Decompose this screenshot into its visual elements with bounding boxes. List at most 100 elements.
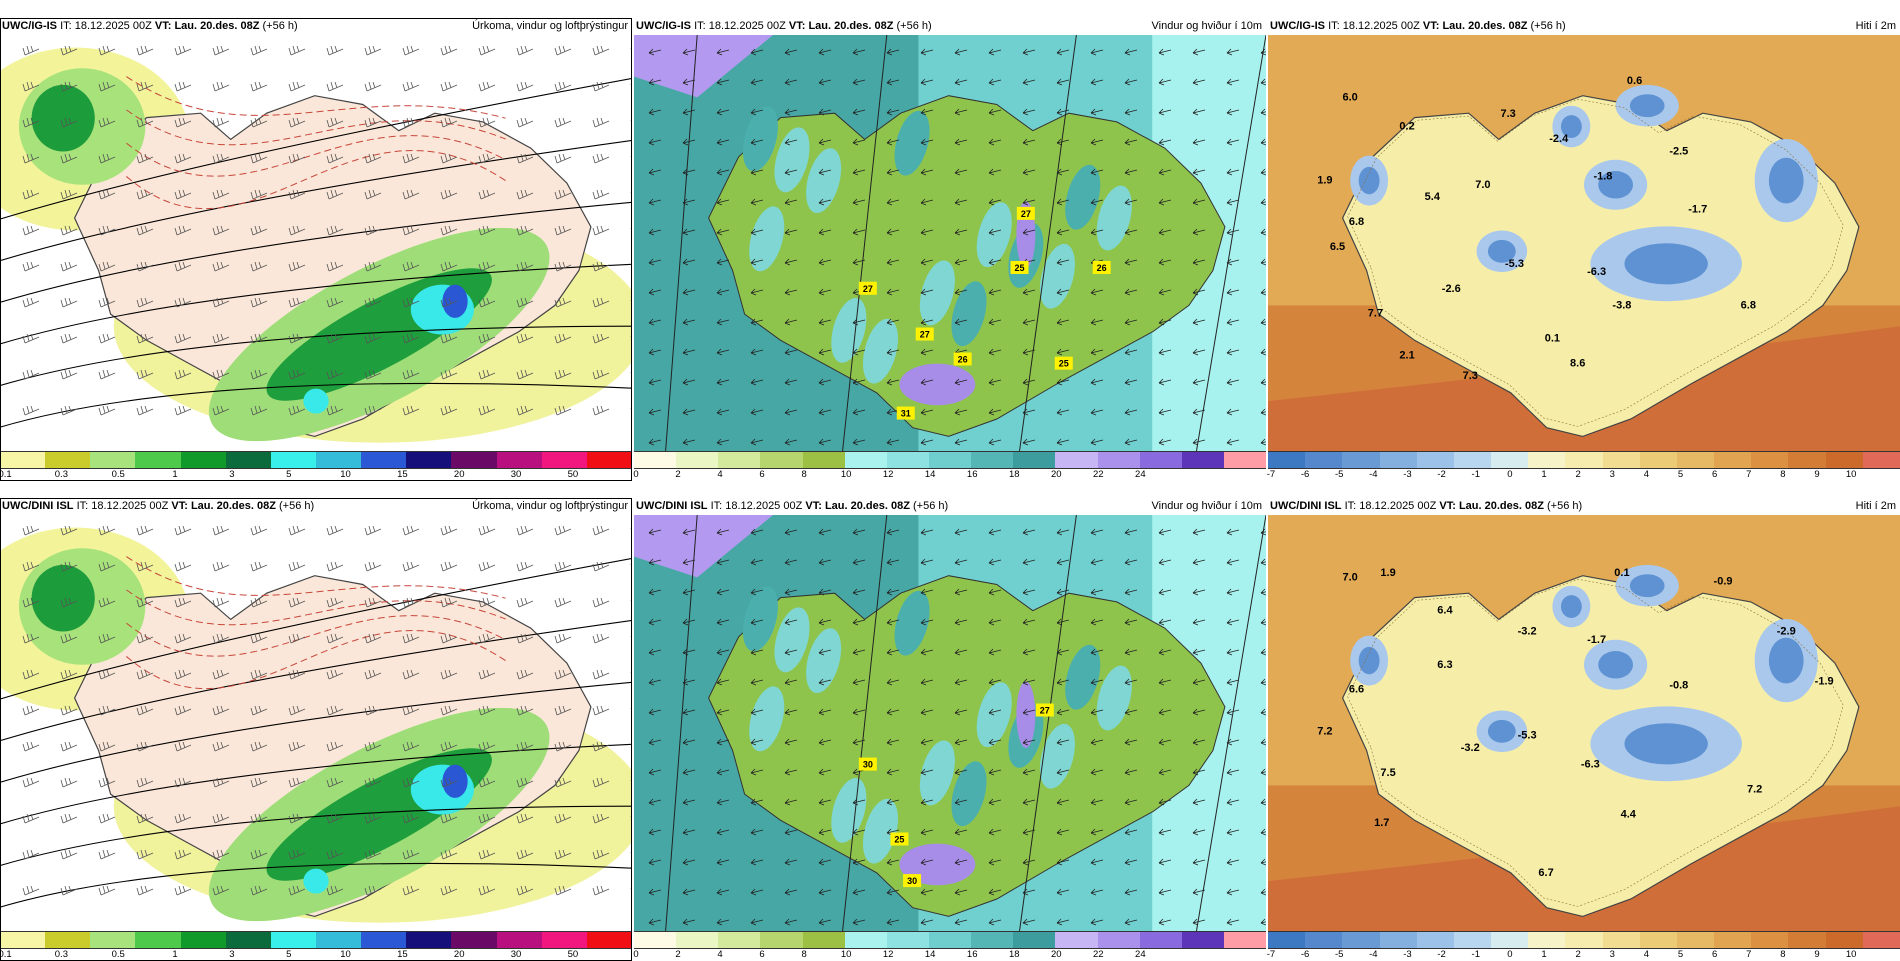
wind-arrow [1090,138,1104,146]
legend-tick-label: 9 [1814,949,1820,960]
wind-arrow [920,288,934,296]
model-name: UWC/IG-IS [1270,20,1325,32]
legend-tick-label: 4 [717,469,723,480]
wind-field [1096,185,1132,251]
wind-arrow [750,168,764,176]
wind-barb [516,117,534,128]
wind-barb [98,261,116,272]
wind-barb [174,369,192,380]
wind-barb [250,777,268,788]
init-time: 18.12.2025 00Z [1342,20,1420,32]
wind-arrow [1124,198,1138,206]
legend-swatch [1751,932,1789,948]
wind-barb [326,669,344,680]
wind-barb [364,189,382,200]
map-image[interactable] [0,35,632,451]
wind-arrow [1022,798,1036,806]
wind-arrow [1226,198,1240,206]
wind-arrow [1226,168,1240,176]
gust-label-bg [1054,356,1073,370]
legend-tick-label: 0 [633,949,639,960]
map-image[interactable]: 27 30 25 30 [634,515,1266,931]
map-canvas: 27 27 25 26 27 26 25 31 [634,35,1266,451]
legend-tick-label: 8 [1780,469,1786,480]
wind-arrow [1056,798,1070,806]
wind-barb [212,525,230,536]
wind-arrow [784,678,798,686]
wind-barb [136,297,154,308]
legend-tick-label: -3 [1403,469,1412,480]
wind-arrow [1056,378,1070,386]
wind-arrow [988,858,1002,866]
wind-arrow [852,138,866,146]
wind-arrow [988,48,1002,56]
wind-arrow [852,918,866,926]
graticule [1195,515,1266,931]
wind-barb [364,369,382,380]
map-image[interactable] [0,515,632,931]
wind-arrow [920,858,934,866]
wind-arrow [1260,678,1266,686]
map-image[interactable]: 7.0 1.9 0.1 6.4 -0.9 -3.2 -1.7 -2.9 6.3 -1.9 6.6 -0… [1268,515,1900,931]
legend-tick-label: 0.3 [54,469,68,480]
wind-arrow [852,858,866,866]
wind-arrow [648,888,662,896]
map-image[interactable]: 6.0 0.2 7.3 -2.4 0.6 -2.5 1.9 7.0 -1.8 5.4 6.8 -1.7… [1268,35,1900,451]
legend-tick-label: 0 [1507,469,1513,480]
legend-tick-label: 14 [924,949,936,960]
precip-area [31,564,95,632]
wind-barb [592,153,610,164]
legend-swatch [676,932,719,948]
isotherm [126,630,506,689]
wind-arrow [1056,48,1070,56]
wind-barb [288,525,306,536]
wind-arrow [1056,438,1070,446]
wind-arrow [1192,258,1206,266]
wind-barb [478,633,496,644]
wind-arrow [886,528,900,536]
isobar [0,862,632,908]
wind-barb [174,561,192,572]
wind-barb [516,153,534,164]
lead-time: (+56 h) [896,20,932,32]
wind-arrow [1158,78,1172,86]
wind-arrow [886,348,900,356]
init-time: 18.12.2025 00Z [725,500,803,512]
wind-barb [402,777,420,788]
wind-barb [212,117,230,128]
panel-title: Úrkoma, vindur og loftþrýstingur [472,20,628,32]
wind-barb [364,525,382,536]
legend-tick-label: 7 [1746,949,1752,960]
wind-arrow [682,888,696,896]
wind-arrow [852,108,866,116]
temperature-value: 6.8 [1349,216,1364,228]
wind-arrow [1192,528,1206,536]
temperature-value: 1.9 [1380,567,1395,579]
wind-arrow [954,618,968,626]
legend-swatch [802,932,845,948]
wind-barb [516,297,534,308]
wind-arrow [1158,258,1172,266]
map-image[interactable]: 27 27 25 26 27 26 25 31 [634,35,1266,451]
wind-arrow [750,108,764,116]
wind-arrow [1124,708,1138,716]
wind-barb [554,525,572,536]
legend-swatch [1751,452,1789,468]
it-label: IT: [76,500,89,512]
wind-field [742,106,778,172]
cold-area [1768,637,1804,684]
wind-field [1065,644,1101,710]
legend-tick-label: 10 [340,949,351,960]
wind-barb [326,525,344,536]
wind-arrow [682,648,696,656]
valid-time: Lau. 20.des. 08Z [174,20,260,32]
wind-arrow [1124,798,1138,806]
wind-arrow [886,198,900,206]
color-legend: -7 -6 -5 -4 -3 -2 -1 0 1 2 3 4 5 6 7 8 9 10 [1267,451,1900,481]
wind-barb [288,297,306,308]
wind-arrow [648,138,662,146]
panel-title: Hiti í 2m [1855,20,1896,32]
panel-run-info: UWC/DINI ISL IT: 18.12.2025 00Z VT: Lau.… [1270,498,1582,515]
wind-barb [22,813,40,824]
wind-arrow [1022,618,1036,626]
